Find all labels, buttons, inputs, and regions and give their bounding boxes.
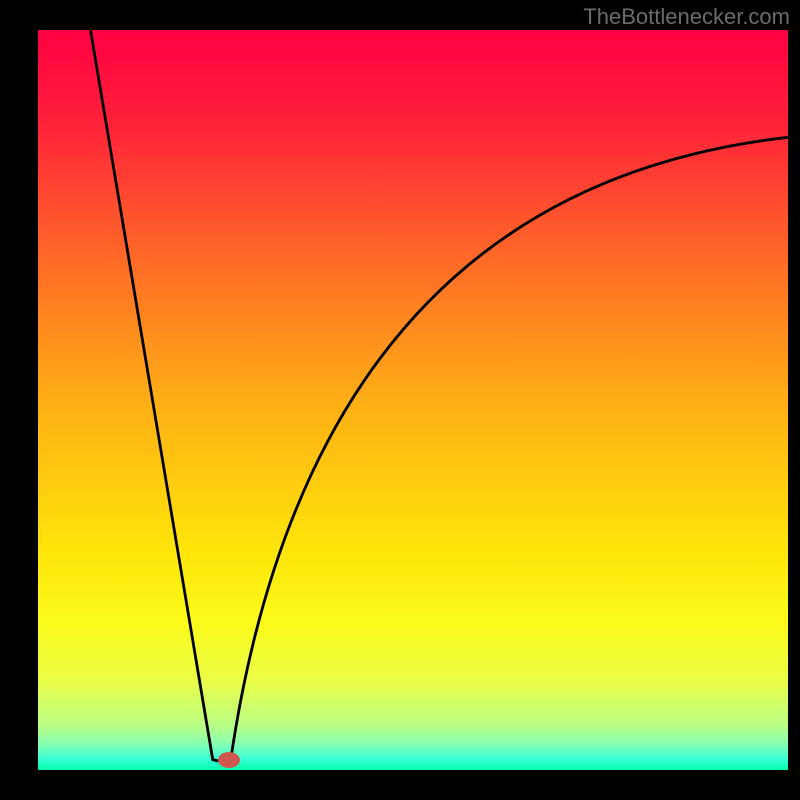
watermark-label: TheBottlenecker.com — [583, 4, 790, 30]
chart-frame: TheBottlenecker.com — [0, 0, 800, 800]
plot-area — [38, 30, 788, 770]
curve-path — [91, 30, 789, 761]
bottleneck-curve — [38, 30, 788, 770]
minimum-marker — [218, 752, 240, 768]
